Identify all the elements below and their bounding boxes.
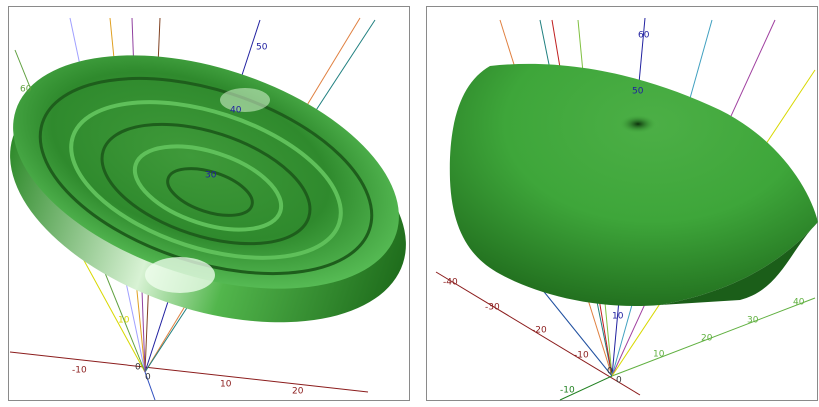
axis-label: 10	[220, 380, 232, 390]
axis-label: 50	[256, 43, 268, 53]
axis-label: 10	[612, 312, 624, 322]
axis-label: 0	[616, 376, 622, 386]
axis-label: -40	[443, 278, 458, 288]
axis-label: 30	[205, 171, 217, 181]
axis-label: 40	[793, 298, 805, 308]
axis-label: -20	[532, 326, 547, 336]
right-labels: 60 50 -40 -30 -20 -10 10 0 0 -10 10 20 3…	[443, 31, 805, 396]
axis-label: 60	[638, 31, 650, 41]
axis-label: 0	[607, 367, 613, 377]
axis-label: 40	[230, 106, 242, 116]
axis-label: 20	[292, 387, 304, 397]
left-labels: 50 40 30 60 10 -10 0 0 10 20	[20, 43, 304, 397]
axis-label: 0	[145, 373, 151, 383]
axis-label: 10	[653, 350, 665, 360]
axis-label: -10	[72, 366, 87, 376]
disk	[10, 55, 406, 323]
axis-label: 0	[135, 363, 141, 373]
axis-label: -30	[485, 303, 500, 313]
axis-label: -10	[560, 386, 575, 396]
axis-label: 30	[747, 316, 759, 326]
axis-label: 20	[701, 334, 713, 344]
axis-label: 60	[20, 85, 32, 95]
axis-label: -10	[574, 351, 589, 361]
dome	[449, 63, 818, 307]
axis-label: 10	[118, 316, 130, 326]
axis-label: 50	[632, 87, 644, 97]
